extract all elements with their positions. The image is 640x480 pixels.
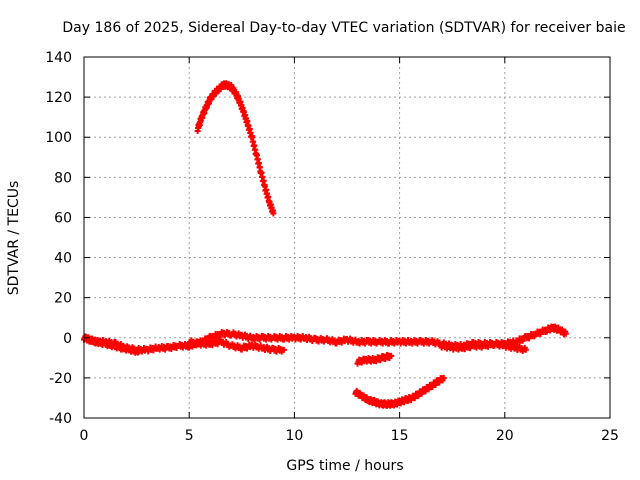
series-arc-peak <box>194 80 277 217</box>
y-tick-label: 120 <box>45 90 72 106</box>
x-tick-label: 15 <box>391 428 409 444</box>
x-axis-label: GPS time / hours <box>286 458 403 474</box>
series-main-track <box>81 323 569 355</box>
grid-lines <box>84 57 610 418</box>
y-tick-label: 100 <box>45 130 72 146</box>
y-axis-label: SDTVAR / TECUs <box>6 181 22 296</box>
y-tick-label: 20 <box>54 291 72 307</box>
y-tick-label: 0 <box>63 331 72 347</box>
series-late-lower-branch <box>438 339 529 355</box>
y-tick-label: 80 <box>54 170 72 186</box>
axis-ticks: 0 5 10 15 20 25 -40 -20 0 20 40 60 80 100 120 140 <box>45 50 619 444</box>
data-marks <box>81 80 569 409</box>
x-tick-label: 25 <box>601 428 619 444</box>
x-tick-label: 0 <box>80 428 89 444</box>
y-tick-label: 40 <box>54 251 72 267</box>
x-tick-label: 5 <box>185 428 194 444</box>
y-tick-label: -40 <box>49 411 72 427</box>
y-tick-label: 140 <box>45 50 72 66</box>
series-short-segment <box>354 352 395 367</box>
plot-frame <box>83 56 611 419</box>
x-tick-label: 20 <box>496 428 514 444</box>
series-lower-branch <box>186 336 287 355</box>
y-tick-label: 60 <box>54 210 72 226</box>
x-tick-label: 10 <box>285 428 303 444</box>
series-early-descent <box>81 333 142 356</box>
series-arc-trough <box>352 374 447 409</box>
chart-title: Day 186 of 2025, Sidereal Day-to-day VTE… <box>62 20 625 36</box>
y-tick-label: -20 <box>49 371 72 387</box>
